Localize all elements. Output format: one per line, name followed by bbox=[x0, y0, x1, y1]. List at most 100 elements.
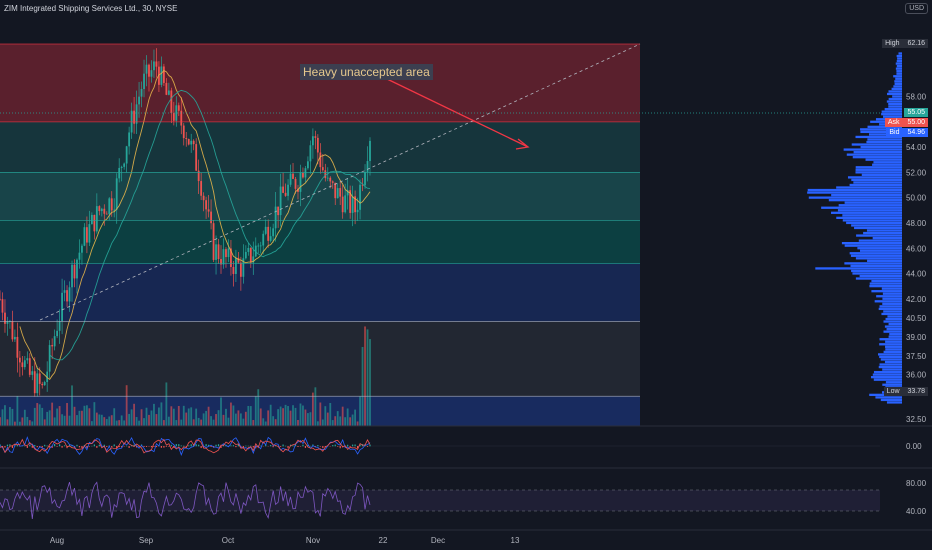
high-badge: High 62.16 bbox=[882, 39, 928, 48]
volume-profile-bar bbox=[836, 186, 902, 189]
volume-bar bbox=[9, 407, 11, 426]
volume-profile-bar bbox=[894, 80, 902, 83]
annotation-label[interactable]: Heavy unaccepted area bbox=[300, 64, 433, 80]
volume-profile-bar bbox=[844, 244, 902, 247]
volume-bar bbox=[165, 382, 168, 426]
candle bbox=[324, 170, 327, 179]
volume-bar bbox=[18, 421, 21, 426]
volume-bar bbox=[222, 414, 225, 426]
oscillator-histogram-bar bbox=[54, 444, 56, 447]
candle bbox=[354, 196, 357, 213]
currency-badge[interactable]: USD bbox=[905, 3, 928, 14]
volume-bar bbox=[299, 403, 302, 426]
candle bbox=[267, 226, 270, 241]
volume-bar bbox=[359, 396, 361, 426]
volume-profile-bar bbox=[882, 292, 902, 295]
oscillator-histogram-bar bbox=[29, 444, 31, 447]
oscillator-histogram-bar bbox=[131, 445, 133, 447]
candle bbox=[118, 167, 121, 179]
candle bbox=[252, 256, 255, 263]
volume-profile-bar bbox=[894, 82, 902, 85]
volume-bar bbox=[148, 414, 150, 426]
volume-profile-bar bbox=[885, 381, 902, 384]
oscillator-histogram-bar bbox=[366, 446, 369, 447]
candle bbox=[110, 198, 113, 211]
candle bbox=[339, 188, 342, 197]
candle bbox=[319, 152, 322, 168]
candle bbox=[262, 233, 265, 246]
oscillator-histogram-bar bbox=[304, 446, 307, 448]
candle bbox=[326, 177, 329, 179]
volume-bar bbox=[356, 421, 359, 426]
price-tick-label: 37.50 bbox=[906, 352, 927, 361]
volume-bar bbox=[73, 406, 76, 426]
volume-bar bbox=[227, 417, 230, 426]
candle bbox=[334, 182, 337, 199]
volume-bar bbox=[110, 415, 113, 426]
candle bbox=[51, 345, 54, 347]
volume-bar bbox=[297, 420, 299, 426]
volume-profile-bar bbox=[896, 64, 902, 68]
oscillator-histogram-bar bbox=[282, 444, 284, 447]
volume-bar bbox=[205, 410, 208, 426]
volume-bar bbox=[314, 387, 317, 426]
volume-bar bbox=[292, 405, 294, 426]
candle bbox=[259, 245, 262, 247]
volume-profile-bar bbox=[807, 188, 902, 192]
bid-label: Bid bbox=[889, 129, 900, 136]
volume-profile-bar bbox=[896, 72, 902, 75]
volume-bar bbox=[230, 402, 232, 426]
volume-profile-bar bbox=[865, 158, 902, 161]
level-zone bbox=[0, 44, 640, 122]
volume-profile-bar bbox=[831, 211, 902, 214]
volume-bar bbox=[316, 421, 319, 426]
volume-profile-bar bbox=[821, 206, 902, 209]
volume-bar bbox=[304, 409, 307, 426]
candle bbox=[210, 211, 212, 224]
candle bbox=[148, 64, 150, 77]
volume-bar bbox=[138, 420, 140, 426]
candle bbox=[212, 223, 215, 260]
oscillator-histogram-bar bbox=[292, 445, 294, 447]
volume-bar bbox=[212, 419, 215, 426]
volume-bar bbox=[307, 413, 309, 426]
volume-bar bbox=[125, 385, 128, 426]
volume-profile-bar bbox=[838, 204, 902, 207]
volume-profile-bar bbox=[876, 295, 902, 298]
volume-profile-bar bbox=[873, 370, 902, 374]
candle bbox=[21, 362, 24, 368]
volume-bar bbox=[68, 415, 71, 426]
volume-profile-bar bbox=[866, 229, 902, 232]
candle bbox=[135, 104, 138, 124]
candle bbox=[100, 208, 103, 212]
volume-bar bbox=[339, 416, 342, 426]
volume-bar bbox=[177, 406, 180, 426]
symbol-title[interactable]: ZIM Integrated Shipping Services Ltd., 3… bbox=[4, 4, 178, 13]
price-tick-label: 40.50 bbox=[906, 314, 927, 323]
price-tick-label: 58.00 bbox=[906, 93, 927, 102]
candle bbox=[225, 249, 227, 258]
candle bbox=[349, 190, 352, 213]
ask-label: Ask bbox=[887, 119, 900, 126]
candle bbox=[90, 214, 93, 225]
candle bbox=[23, 360, 26, 368]
candle bbox=[247, 247, 250, 252]
volume-profile-bar bbox=[849, 183, 902, 187]
high-value: 62.16 bbox=[907, 40, 925, 47]
volume-bar bbox=[4, 405, 6, 426]
candle bbox=[95, 206, 98, 232]
candle bbox=[309, 145, 312, 162]
volume-profile-bar bbox=[885, 317, 902, 321]
volume-profile-bar bbox=[882, 297, 902, 300]
volume-profile-bar bbox=[893, 85, 902, 88]
volume-bar bbox=[31, 421, 34, 426]
candle bbox=[6, 321, 9, 324]
candle bbox=[220, 259, 222, 265]
volume-profile-bar bbox=[846, 221, 902, 225]
volume-profile-bar bbox=[837, 209, 902, 212]
volume-profile-bar bbox=[860, 130, 902, 134]
candle bbox=[16, 336, 19, 358]
candle bbox=[160, 66, 163, 85]
volume-bar bbox=[33, 407, 36, 426]
